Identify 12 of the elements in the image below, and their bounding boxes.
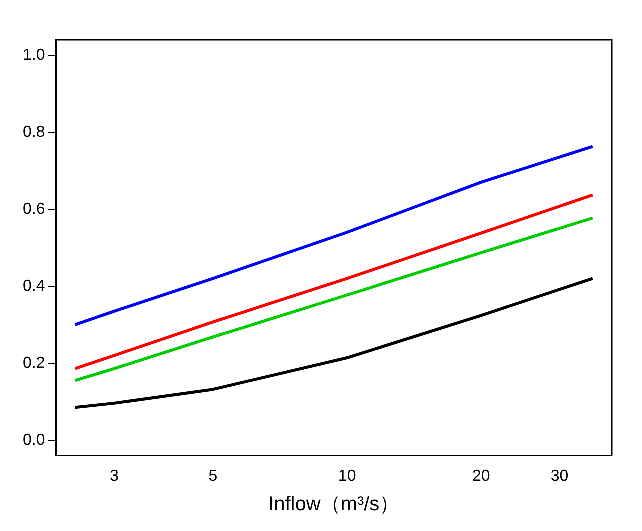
y-tick-label: 0.6 — [22, 200, 46, 218]
x-axis-title: Inflow（m³/s） — [268, 494, 400, 516]
y-tick-label: 0.2 — [22, 354, 46, 372]
x-tick-label: 10 — [338, 468, 356, 485]
y-tick-label: 0.0 — [22, 432, 46, 449]
y-tick-label: 0.4 — [22, 278, 46, 295]
y-tick-label: 1.0 — [22, 46, 46, 64]
x-tick-label: 20 — [472, 468, 490, 485]
x-tick-label: 3 — [110, 468, 120, 485]
x-tick-label: 30 — [550, 468, 569, 485]
x-tick-label: 5 — [208, 468, 218, 485]
y-tick-label: 0.8 — [22, 124, 46, 141]
